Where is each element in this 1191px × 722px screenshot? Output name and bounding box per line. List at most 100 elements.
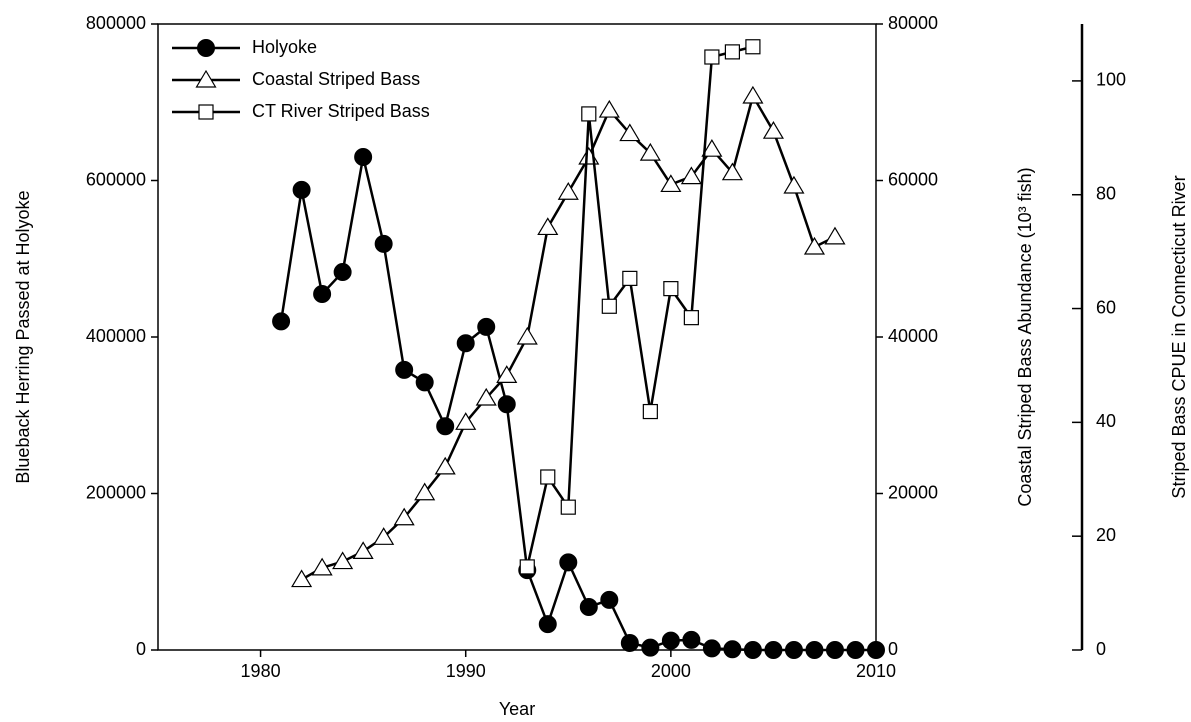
marker	[332, 551, 354, 570]
marker	[680, 166, 702, 185]
marker	[374, 234, 393, 253]
legend-marker	[197, 39, 215, 57]
marker	[434, 456, 456, 475]
marker	[395, 360, 414, 379]
marker	[805, 641, 824, 659]
marker	[745, 39, 761, 55]
marker	[598, 99, 620, 118]
marker	[519, 559, 535, 575]
marker	[764, 641, 783, 659]
series-line	[279, 156, 876, 652]
marker	[455, 412, 477, 430]
marker	[661, 631, 680, 650]
y3-tick-label: 40	[1096, 411, 1116, 431]
y2-axis-label: Coastal Striped Bass Abundance (10³ fish…	[1015, 167, 1035, 506]
marker	[601, 298, 617, 314]
marker	[701, 139, 723, 157]
y2-tick-label: 40000	[888, 326, 938, 346]
marker	[846, 641, 865, 659]
marker	[496, 365, 518, 383]
y3-axis-label: Striped Bass CPUE in Connecticut River	[1169, 175, 1189, 498]
marker	[393, 507, 415, 526]
y-tick-label: 0	[136, 639, 146, 659]
marker	[620, 633, 639, 652]
marker	[622, 270, 638, 286]
y-axis-label: Blueback Herring Passed at Holyoke	[13, 190, 33, 483]
marker	[723, 640, 742, 659]
marker	[803, 236, 826, 255]
y3-tick-label: 80	[1096, 183, 1116, 203]
y3-tick-label: 0	[1096, 639, 1106, 659]
marker	[292, 180, 311, 199]
marker	[560, 499, 576, 515]
marker	[557, 182, 579, 200]
y3-tick-label: 100	[1096, 70, 1126, 90]
marker	[762, 121, 784, 139]
marker	[784, 641, 803, 659]
marker	[579, 597, 598, 616]
marker	[333, 263, 352, 282]
marker	[600, 590, 619, 609]
marker	[663, 281, 679, 297]
marker	[497, 395, 516, 414]
marker	[825, 641, 844, 659]
marker	[683, 310, 699, 326]
marker	[721, 162, 743, 181]
y-tick-label: 600000	[86, 169, 146, 189]
marker	[743, 641, 762, 659]
legend-marker	[198, 104, 214, 120]
y2-tick-label: 0	[888, 639, 898, 659]
marker	[352, 541, 374, 560]
marker	[414, 482, 436, 501]
x-tick-label: 1990	[446, 661, 486, 681]
marker	[311, 557, 333, 576]
marker	[313, 284, 332, 303]
marker	[642, 403, 658, 420]
marker	[456, 334, 475, 353]
marker	[373, 527, 395, 545]
x-tick-label: 2000	[651, 661, 691, 681]
marker	[619, 123, 641, 142]
marker	[537, 217, 559, 236]
marker	[559, 553, 578, 572]
marker	[783, 175, 805, 194]
marker	[291, 569, 313, 588]
marker	[639, 142, 661, 161]
y2-tick-label: 60000	[888, 169, 938, 189]
marker	[742, 85, 764, 104]
marker	[682, 630, 701, 649]
y-tick-label: 200000	[86, 482, 146, 502]
y2-tick-label: 80000	[888, 13, 938, 33]
y3-tick-label: 60	[1096, 297, 1116, 317]
marker	[702, 639, 721, 658]
y3-tick-label: 20	[1096, 525, 1116, 545]
marker	[704, 49, 720, 65]
marker	[475, 387, 497, 406]
marker	[436, 417, 455, 436]
legend-label: Coastal Striped Bass	[252, 69, 420, 89]
marker	[477, 317, 496, 336]
legend-label: Holyoke	[252, 37, 317, 57]
y-tick-label: 400000	[86, 326, 146, 346]
marker	[867, 641, 885, 659]
marker	[272, 312, 291, 331]
marker	[724, 44, 741, 60]
x-tick-label: 2010	[856, 661, 896, 681]
marker	[540, 469, 556, 485]
y-tick-label: 800000	[86, 13, 146, 33]
series-line	[526, 45, 754, 568]
marker	[641, 638, 660, 657]
x-axis-label: Year	[499, 699, 535, 719]
marker	[354, 148, 373, 167]
y2-tick-label: 20000	[888, 482, 938, 502]
marker	[415, 373, 434, 392]
marker	[660, 174, 682, 193]
x-tick-label: 1980	[241, 661, 281, 681]
marker	[516, 326, 538, 345]
legend-marker	[195, 69, 217, 88]
marker	[538, 615, 557, 634]
marker	[578, 146, 600, 165]
marker	[824, 226, 846, 245]
legend-label: CT River Striped Bass	[252, 101, 430, 121]
